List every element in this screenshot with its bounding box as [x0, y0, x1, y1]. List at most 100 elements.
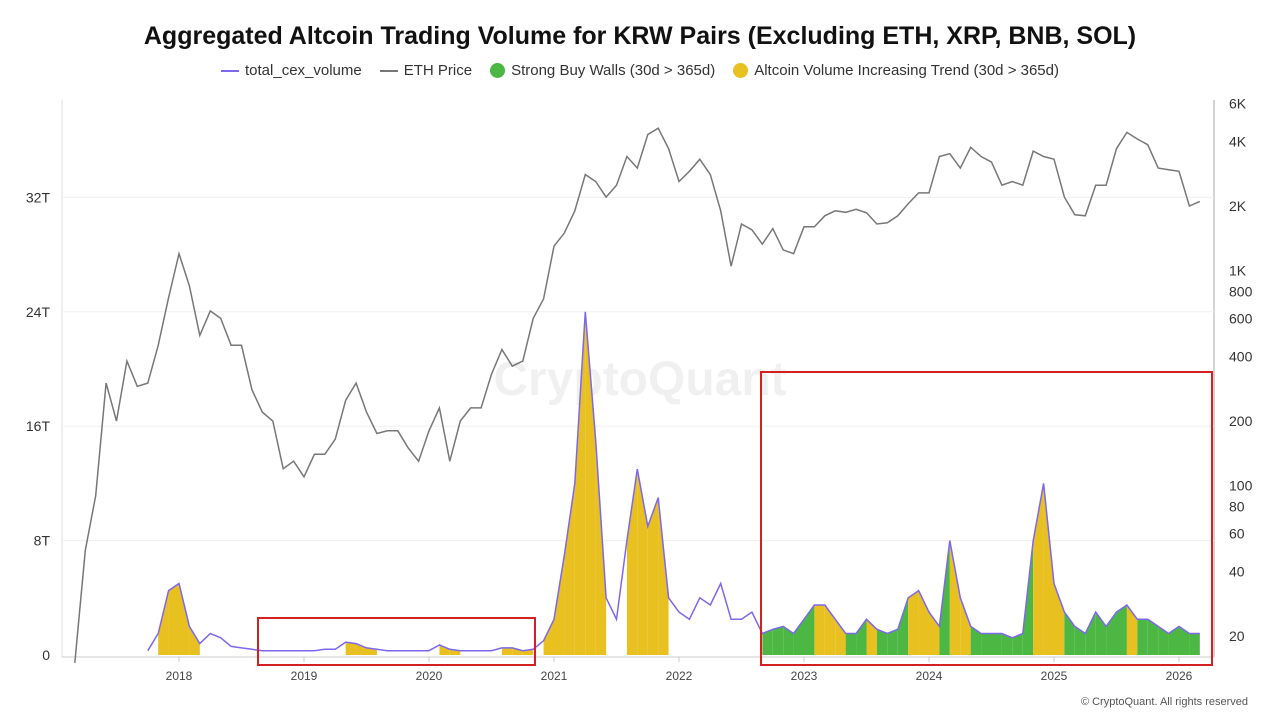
legend-item-eth-price[interactable]: ETH Price: [379, 62, 473, 79]
left-tick-label: 0: [42, 647, 50, 663]
right-tick-label: 4K: [1229, 133, 1247, 149]
buy-wall-area: [845, 633, 857, 655]
buy-wall-area: [991, 633, 1002, 655]
buy-wall-area: [1179, 626, 1190, 655]
buy-wall-area: [1001, 633, 1013, 655]
buy-wall-area: [783, 626, 794, 655]
volume-trend-area: [574, 311, 586, 655]
right-tick-label: 1K: [1229, 263, 1247, 279]
buy-wall-area: [897, 597, 909, 655]
left-tick-label: 24T: [26, 304, 51, 320]
volume-trend-area: [814, 604, 825, 655]
volume-trend-area: [960, 597, 971, 655]
volume-trend-area: [189, 626, 200, 655]
buy-wall-area: [1095, 612, 1107, 655]
eth-price-line: [74, 127, 1201, 663]
right-tick-label: 100: [1229, 478, 1253, 494]
volume-trend-area: [179, 583, 190, 655]
right-tick-label: 6K: [1229, 95, 1247, 111]
volume-trend-area: [543, 619, 554, 655]
buy-wall-area: [1012, 633, 1023, 655]
buy-wall-area: [1137, 619, 1148, 655]
right-tick-label: 200: [1229, 413, 1253, 429]
total-cex-volume-line: [147, 311, 1200, 652]
watermark: CryptoQuant: [493, 353, 786, 406]
buy-wall-area: [876, 629, 888, 655]
buy-wall-area: [1168, 626, 1179, 655]
buy-wall-area: [1106, 612, 1117, 655]
volume-trend-area: [512, 647, 523, 655]
buy-wall-area: [887, 629, 898, 655]
legend-label: Strong Buy Walls (30d > 365d): [511, 62, 716, 79]
volume-trend-area: [1033, 483, 1044, 655]
buy-wall-area: [1085, 612, 1096, 655]
buy-wall-area: [1074, 626, 1086, 655]
right-tick-label: 20: [1229, 628, 1245, 644]
right-tick-label: 400: [1229, 348, 1253, 364]
buy-wall-area: [804, 604, 815, 655]
line-swatch-icon: [221, 69, 239, 72]
volume-trend-area: [356, 643, 367, 655]
buy-wall-area: [856, 619, 867, 655]
volume-trend-area: [866, 619, 877, 655]
volume-trend-area: [595, 440, 607, 655]
x-tick-label: 2025: [1041, 669, 1068, 683]
buy-wall-area: [1147, 619, 1159, 655]
volume-trend-area: [647, 497, 659, 655]
x-tick-label: 2023: [791, 669, 818, 683]
volume-trend-area: [501, 647, 513, 655]
left-tick-label: 8T: [34, 533, 51, 549]
volume-trend-area: [824, 604, 836, 655]
legend-item-volume[interactable]: total_cex_volume: [221, 62, 362, 79]
legend: total_cex_volume ETH Price Strong Buy Wa…: [0, 62, 1280, 79]
buy-wall-area: [939, 540, 950, 655]
x-tick-label: 2019: [291, 669, 318, 683]
volume-trend-area: [439, 644, 450, 655]
volume-trend-area: [1054, 583, 1065, 655]
legend-label: Altcoin Volume Increasing Trend (30d > 3…: [754, 62, 1059, 79]
volume-trend-area: [168, 583, 179, 655]
volume-trend-area: [158, 590, 169, 655]
volume-trend-area: [1043, 483, 1054, 655]
buy-wall-area: [1064, 612, 1075, 655]
volume-trend-area: [564, 483, 575, 655]
buy-wall-area: [793, 619, 804, 655]
right-tick-label: 2K: [1229, 198, 1247, 214]
right-tick-label: 40: [1229, 563, 1245, 579]
buy-wall-area: [762, 629, 773, 655]
x-tick-label: 2022: [666, 669, 693, 683]
buy-wall-area: [772, 626, 784, 655]
x-tick-label: 2021: [541, 669, 568, 683]
buy-wall-area: [981, 633, 992, 655]
volume-trend-area: [949, 540, 961, 655]
right-tick-label: 600: [1229, 310, 1253, 326]
right-tick-label: 60: [1229, 525, 1245, 541]
chart-title: Aggregated Altcoin Trading Volume for KR…: [143, 22, 1137, 50]
copyright-footer: © CryptoQuant. All rights reserved: [1080, 696, 1248, 708]
volume-trend-area: [658, 497, 669, 655]
legend-label: ETH Price: [403, 62, 473, 79]
dot-swatch-icon: [733, 63, 749, 78]
volume-trend-area: [1126, 604, 1138, 655]
buy-wall-area: [1189, 633, 1200, 655]
buy-wall-area: [1116, 604, 1127, 655]
buy-wall-area: [1158, 626, 1169, 655]
right-tick-label: 80: [1229, 499, 1245, 515]
volume-trend-area: [908, 590, 919, 655]
left-tick-label: 32T: [26, 189, 51, 205]
dot-swatch-icon: [490, 63, 506, 78]
volume-trend-area: [626, 469, 638, 655]
legend-item-buy-walls[interactable]: Strong Buy Walls (30d > 365d): [490, 62, 715, 79]
annotation-box-2019-2020: [257, 617, 536, 666]
x-tick-label: 2024: [916, 669, 943, 683]
volume-trend-area: [835, 619, 846, 655]
buy-wall-area: [970, 626, 982, 655]
legend-label: total_cex_volume: [245, 62, 362, 79]
volume-trend-area: [554, 554, 565, 655]
legend-item-volume-trend[interactable]: Altcoin Volume Increasing Trend (30d > 3…: [733, 62, 1059, 79]
x-tick-label: 2020: [416, 669, 443, 683]
right-tick-label: 800: [1229, 284, 1253, 300]
volume-trend-area: [585, 311, 596, 655]
